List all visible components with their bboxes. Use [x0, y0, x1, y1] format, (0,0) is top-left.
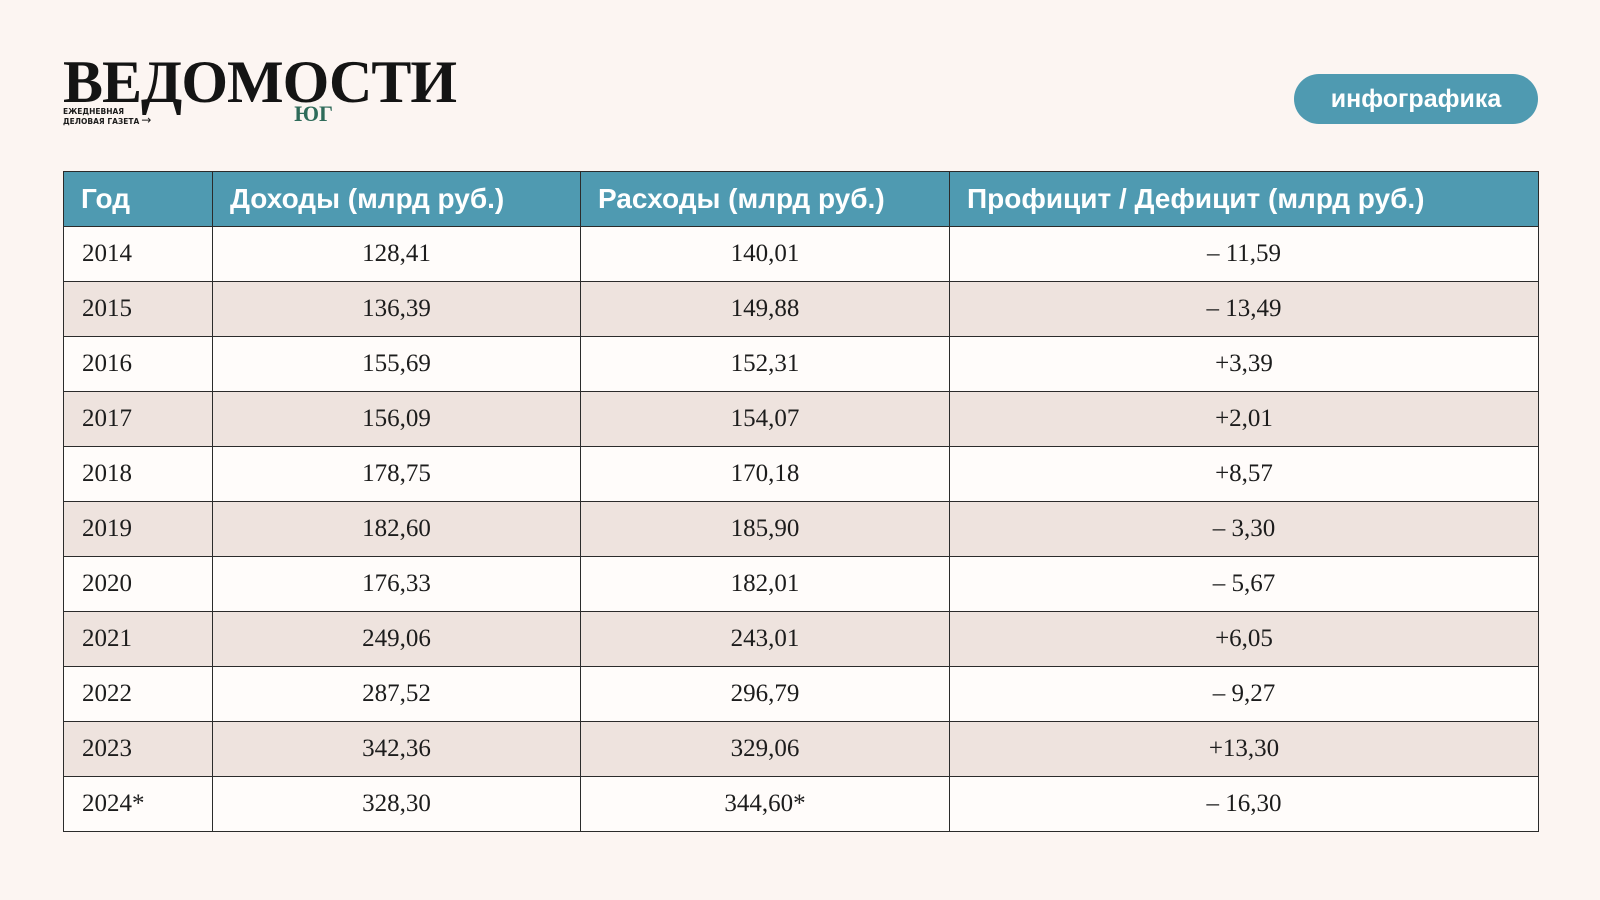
table-row: 2015 136,39 149,88– 13,49 — [63, 281, 1539, 337]
infographic-badge: инфографика — [1294, 74, 1538, 124]
cell-revenue: 155,69 — [212, 336, 581, 392]
cell-revenue: 176,33 — [212, 556, 581, 612]
cell-balance: +6,05 — [949, 611, 1539, 667]
table-row: 2024* 328,30 344,60* – 16,30 — [63, 776, 1539, 832]
column-header-revenue: Доходы (млрд руб.) — [212, 171, 581, 227]
cell-revenue: 287,52 — [212, 666, 581, 722]
table-body: 2014 128,41 140,01– 11,59 2015 136,39 149,88–… — [63, 226, 1539, 832]
cell-balance: – 5,67 — [949, 556, 1539, 612]
table-header-row: Год Доходы (млрд руб.) Расходы (млрд руб… — [63, 171, 1539, 227]
cell-balance: – 3,30 — [949, 501, 1539, 557]
table-row: 2021 249,06 243,01 +6,05 — [63, 611, 1539, 667]
cell-revenue: 156,09 — [212, 391, 581, 447]
table-row: 2018 178,75 170,18 +8,57 — [63, 446, 1539, 502]
cell-balance: – 11,59 — [949, 226, 1539, 282]
column-header-expenses: Расходы (млрд руб.) — [580, 171, 950, 227]
cell-year: 2020 — [63, 556, 213, 612]
cell-revenue: 128,41 — [212, 226, 581, 282]
cell-year: 2016 — [63, 336, 213, 392]
cell-revenue: 328,30 — [212, 776, 581, 832]
cell-year: 2015 — [63, 281, 213, 337]
cell-expenses: 185,90 — [580, 501, 950, 557]
cell-revenue: 342,36 — [212, 721, 581, 777]
table-row: 2019 182,60 185,90– 3,30 — [63, 501, 1539, 557]
cell-expenses: 329,06 — [580, 721, 950, 777]
table-row: 2022 287,52 296,79– 9,27 — [63, 666, 1539, 722]
cell-balance: +2,01 — [949, 391, 1539, 447]
logo-tagline-line2: ДЕЛОВАЯ ГАЗЕТА — [63, 117, 140, 126]
cell-expenses: 154,07 — [580, 391, 950, 447]
table-row: 2017 156,09 154,07 +2,01 — [63, 391, 1539, 447]
vedomosti-logo[interactable]: ВЕДОМОСТИ ЕЖЕДНЕВНАЯ ДЕЛОВАЯ ГАЗЕТА → ЮГ — [63, 52, 457, 132]
table-row: 2014 128,41 140,01– 11,59 — [63, 226, 1539, 282]
cell-year: 2024* — [63, 776, 213, 832]
cell-balance: +13,30 — [949, 721, 1539, 777]
cell-expenses: 243,01 — [580, 611, 950, 667]
cell-balance: – 9,27 — [949, 666, 1539, 722]
cell-year: 2014 — [63, 226, 213, 282]
cell-revenue: 249,06 — [212, 611, 581, 667]
cell-year: 2023 — [63, 721, 213, 777]
logo-wordmark: ВЕДОМОСТИ — [63, 49, 457, 115]
arrow-right-icon: → — [141, 113, 152, 127]
cell-expenses: 296,79 — [580, 666, 950, 722]
cell-revenue: 178,75 — [212, 446, 581, 502]
cell-expenses: 170,18 — [580, 446, 950, 502]
logo-tagline: ЕЖЕДНЕВНАЯ ДЕЛОВАЯ ГАЗЕТА → — [63, 107, 151, 126]
cell-expenses: 140,01 — [580, 226, 950, 282]
cell-expenses: 149,88 — [580, 281, 950, 337]
cell-balance: – 16,30 — [949, 776, 1539, 832]
budget-table: Год Доходы (млрд руб.) Расходы (млрд руб… — [63, 171, 1539, 832]
column-header-balance: Профицит / Дефицит (млрд руб.) — [949, 171, 1539, 227]
cell-balance: +8,57 — [949, 446, 1539, 502]
cell-year: 2019 — [63, 501, 213, 557]
cell-revenue: 182,60 — [212, 501, 581, 557]
cell-year: 2021 — [63, 611, 213, 667]
cell-expenses: 152,31 — [580, 336, 950, 392]
cell-year: 2018 — [63, 446, 213, 502]
table-row: 2016 155,69 152,31 +3,39 — [63, 336, 1539, 392]
cell-expenses: 182,01 — [580, 556, 950, 612]
cell-balance: +3,39 — [949, 336, 1539, 392]
table-row: 2023 342,36 329,06 +13,30 — [63, 721, 1539, 777]
cell-year: 2017 — [63, 391, 213, 447]
cell-year: 2022 — [63, 666, 213, 722]
logo-tagline-line1: ЕЖЕДНЕВНАЯ — [63, 107, 125, 116]
cell-revenue: 136,39 — [212, 281, 581, 337]
cell-expenses: 344,60* — [580, 776, 950, 832]
logo-region: ЮГ — [294, 101, 333, 126]
table-row: 2020 176,33 182,01– 5,67 — [63, 556, 1539, 612]
cell-balance: – 13,49 — [949, 281, 1539, 337]
column-header-year: Год — [63, 171, 213, 227]
